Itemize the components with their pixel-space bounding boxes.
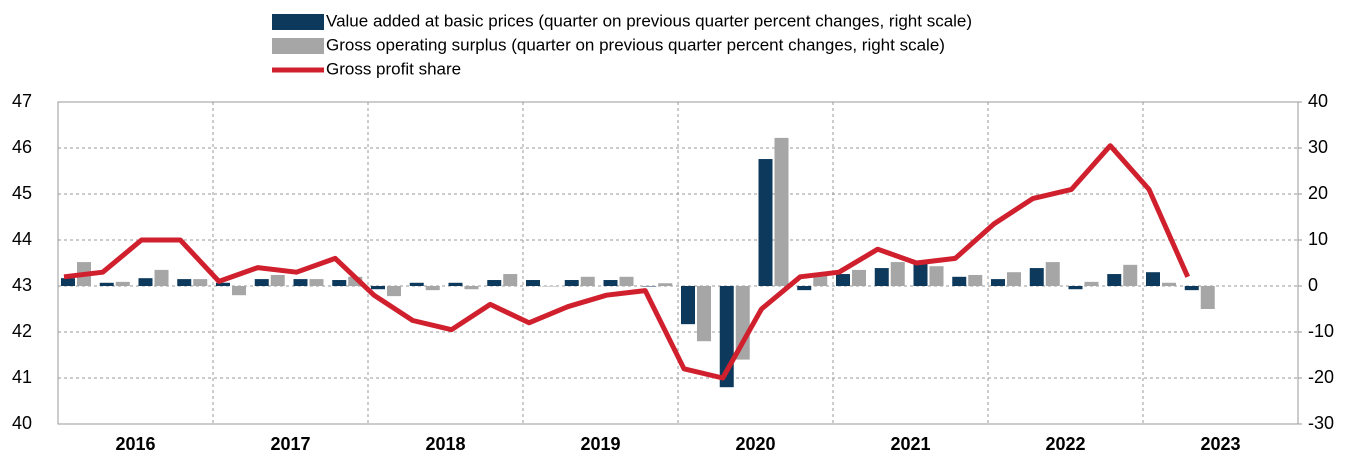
x-group-label: 2016 [115, 434, 155, 454]
x-group-label: 2019 [580, 434, 620, 454]
x-group-label: 2018 [425, 434, 465, 454]
bar [154, 269, 169, 286]
bar [929, 266, 944, 286]
y2-tick-label: 20 [1308, 183, 1328, 203]
legend-label: Value added at basic prices (quarter on … [326, 11, 972, 30]
bar [387, 286, 401, 297]
bar [913, 262, 928, 286]
bar [371, 286, 385, 290]
bar [1200, 286, 1215, 309]
bar [487, 280, 502, 286]
bar [681, 286, 695, 325]
line [63, 143, 1191, 381]
bar [293, 279, 308, 286]
bar [348, 276, 363, 286]
bar [1123, 264, 1138, 286]
y-tick-label: 42 [12, 321, 32, 341]
bar [758, 159, 773, 286]
bar [193, 279, 208, 286]
x-group-label: 2021 [890, 434, 930, 454]
bar [542, 286, 556, 287]
bar [1184, 286, 1199, 291]
bar [968, 274, 983, 286]
y2-tick-label: -20 [1308, 367, 1334, 387]
bar [232, 286, 246, 296]
bar [813, 275, 828, 286]
bar [774, 137, 789, 286]
y-tick-label: 44 [12, 229, 32, 249]
bar [642, 286, 657, 287]
bar [309, 279, 324, 286]
y-tick-label: 41 [12, 367, 32, 387]
y-tick-label: 40 [12, 413, 32, 433]
y-tick-label: 46 [12, 137, 32, 157]
bar [1029, 268, 1044, 286]
y2-tick-label: 0 [1308, 275, 1318, 295]
y2-tick-label: 10 [1308, 229, 1328, 249]
bar [332, 280, 347, 286]
bar [836, 274, 850, 286]
y-tick-label: 43 [12, 275, 32, 295]
bar [503, 274, 518, 286]
bar [216, 282, 230, 286]
bar [464, 286, 479, 290]
bar [603, 280, 618, 286]
bar [991, 279, 1005, 286]
y2-tick-label: 40 [1308, 91, 1328, 111]
legend-swatch [272, 38, 324, 54]
bar [1162, 282, 1176, 286]
bar [1045, 262, 1060, 286]
legend-label: Gross profit share [326, 59, 461, 78]
bar [1068, 286, 1083, 290]
bar [177, 279, 192, 286]
y2-tick-label: 30 [1308, 137, 1328, 157]
bar [697, 286, 711, 342]
bar [115, 281, 130, 286]
bar [874, 268, 889, 286]
bar [409, 282, 424, 286]
x-group-label: 2023 [1200, 434, 1240, 454]
bar [254, 279, 269, 286]
bar [448, 282, 463, 286]
bar [1084, 281, 1099, 286]
bar [1146, 272, 1160, 286]
bar [890, 262, 905, 286]
x-group-label: 2020 [735, 434, 775, 454]
bar [1007, 272, 1021, 286]
y2-tick-label: -30 [1308, 413, 1334, 433]
x-group-label: 2017 [270, 434, 310, 454]
y2-tick-label: -10 [1308, 321, 1334, 341]
bar [99, 282, 114, 286]
bar [1107, 274, 1122, 286]
bar [580, 276, 595, 286]
legend-label: Gross operating surplus (quarter on prev… [326, 35, 945, 54]
bar [619, 276, 634, 286]
y-tick-label: 47 [12, 91, 32, 111]
bar [564, 280, 579, 286]
bar [852, 269, 866, 286]
bar [138, 278, 153, 286]
x-group-label: 2022 [1045, 434, 1085, 454]
y-tick-label: 45 [12, 183, 32, 203]
bar [526, 280, 540, 286]
bar [952, 276, 967, 286]
bar [61, 278, 75, 286]
bar [658, 283, 673, 286]
bar [797, 286, 812, 291]
bar [270, 274, 285, 286]
bar [425, 286, 440, 291]
legend-swatch [272, 14, 324, 30]
